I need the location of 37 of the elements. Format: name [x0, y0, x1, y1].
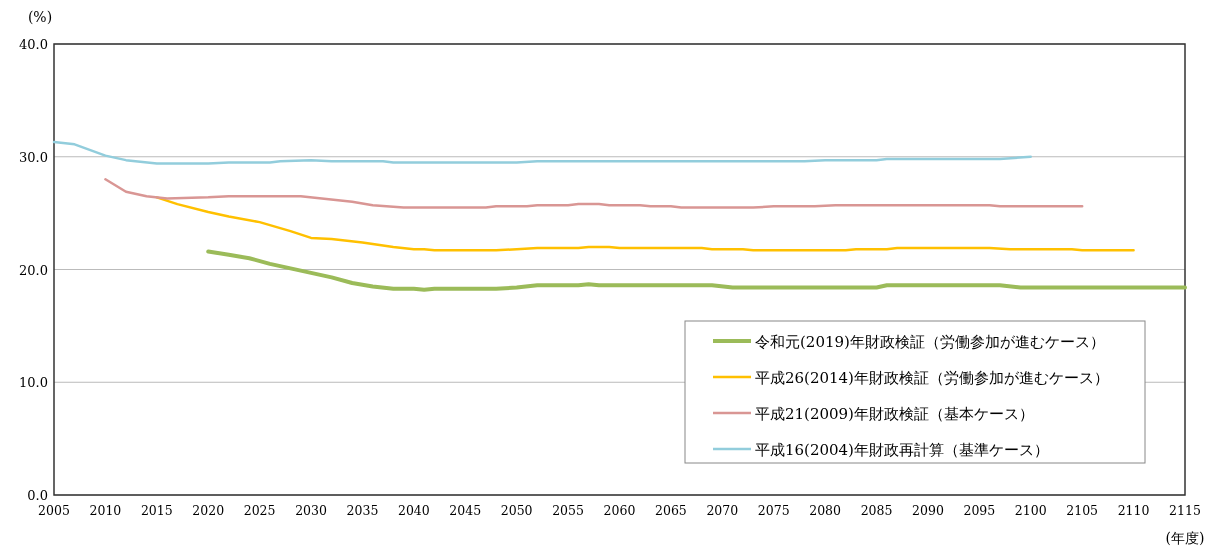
legend-label: 平成21(2009)年財政検証（基本ケース）	[755, 405, 1034, 423]
legend-label: 令和元(2019)年財政検証（労働参加が進むケース）	[755, 333, 1105, 351]
x-tick-label: 2040	[397, 503, 430, 518]
x-tick-label: 2105	[1066, 503, 1099, 518]
x-tick-label: 2010	[89, 503, 122, 518]
x-tick-label: 2015	[140, 503, 173, 518]
y-tick-label: 20.0	[19, 262, 48, 278]
line-series	[206, 249, 1187, 292]
x-tick-label: 2070	[706, 503, 739, 518]
x-tick-label: 2055	[552, 503, 584, 518]
x-tick-label: 2100	[1014, 503, 1047, 518]
x-tick-label: 2095	[963, 503, 996, 518]
y-axis-title: (%)	[27, 9, 53, 25]
x-tick-label: 2080	[809, 503, 842, 518]
x-tick-label: 2050	[500, 503, 533, 518]
legend-label: 平成26(2014)年財政検証（労働参加が進むケース）	[755, 369, 1109, 387]
x-tick-label: 2020	[192, 503, 225, 518]
x-tick-label: 2085	[860, 503, 893, 518]
x-tick-label: 2030	[295, 503, 327, 518]
legend-label: 平成16(2004)年財政再計算（基準ケース）	[755, 441, 1049, 459]
x-tick-label: 2065	[655, 503, 687, 518]
x-tick-label: 2110	[1117, 503, 1150, 518]
x-tick-label: 2025	[243, 503, 276, 518]
x-tick-label: 2045	[449, 503, 482, 518]
line-series	[104, 178, 1084, 209]
y-tick-label: 30.0	[19, 149, 48, 165]
x-tick-label: 2060	[603, 503, 636, 518]
y-tick-label: 0.0	[27, 488, 48, 503]
x-tick-label: 2005	[38, 503, 70, 518]
y-tick-label: 40.0	[19, 37, 48, 52]
x-tick-label: 2090	[912, 503, 944, 518]
y-tick-label: 10.0	[19, 375, 48, 391]
x-axis-title: (年度)	[1165, 530, 1205, 546]
line-series	[52, 140, 1033, 165]
x-tick-label: 2075	[757, 503, 790, 518]
x-tick-label: 2035	[346, 503, 379, 518]
x-tick-label: 2115	[1169, 503, 1201, 518]
